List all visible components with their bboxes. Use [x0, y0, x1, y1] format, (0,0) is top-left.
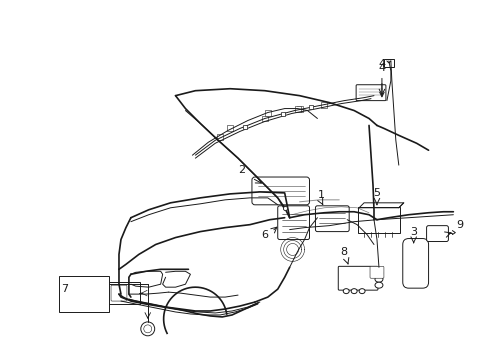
FancyBboxPatch shape — [111, 285, 127, 301]
Text: 9: 9 — [455, 220, 463, 230]
Bar — [383, 59, 393, 67]
Ellipse shape — [343, 289, 348, 294]
Bar — [217, 134, 223, 140]
Bar — [296, 105, 302, 112]
Text: 5: 5 — [373, 188, 380, 198]
Bar — [262, 116, 267, 121]
Text: 1: 1 — [317, 190, 324, 200]
Text: 4: 4 — [378, 63, 385, 97]
FancyBboxPatch shape — [369, 266, 383, 278]
Ellipse shape — [374, 282, 382, 288]
FancyBboxPatch shape — [315, 206, 348, 231]
Circle shape — [141, 322, 154, 336]
Text: 4: 4 — [378, 59, 385, 69]
FancyBboxPatch shape — [338, 266, 377, 290]
FancyBboxPatch shape — [251, 177, 309, 205]
Bar — [321, 102, 326, 108]
Circle shape — [143, 325, 151, 333]
Text: 8: 8 — [340, 247, 347, 257]
Text: 3: 3 — [409, 226, 416, 237]
Bar — [226, 125, 233, 131]
Ellipse shape — [374, 276, 382, 282]
Ellipse shape — [374, 270, 382, 276]
FancyBboxPatch shape — [108, 282, 140, 304]
Text: 7: 7 — [61, 284, 68, 294]
Bar — [294, 105, 300, 112]
FancyBboxPatch shape — [357, 207, 399, 233]
Ellipse shape — [350, 289, 356, 294]
Bar — [60, 276, 109, 312]
FancyBboxPatch shape — [355, 85, 385, 100]
Text: 6: 6 — [261, 230, 268, 239]
FancyBboxPatch shape — [277, 206, 309, 239]
Bar — [264, 109, 270, 116]
FancyBboxPatch shape — [402, 239, 427, 288]
Text: 2: 2 — [238, 165, 245, 175]
Ellipse shape — [358, 289, 365, 294]
FancyBboxPatch shape — [426, 226, 447, 242]
